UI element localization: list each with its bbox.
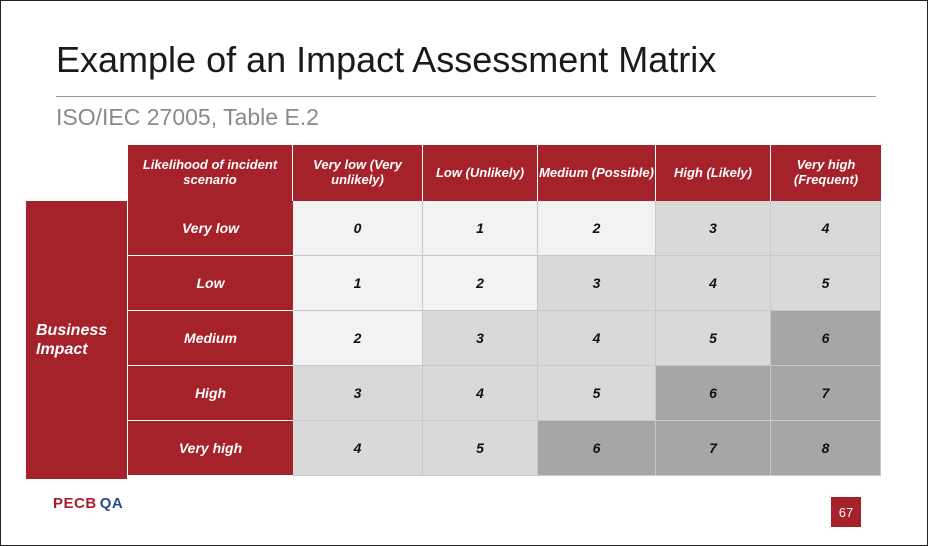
logo-text: PECB — [53, 495, 97, 512]
business-impact-label: Business Impact — [26, 201, 128, 479]
matrix-cell: 0 — [293, 201, 423, 256]
corner-header: Likelihood of incident scenario — [128, 145, 293, 201]
col-header: Very high (Frequent) — [771, 145, 881, 201]
matrix-cell: 5 — [538, 366, 656, 421]
col-header: High (Likely) — [656, 145, 771, 201]
matrix-cell: 8 — [771, 421, 881, 476]
matrix-cell: 1 — [293, 256, 423, 311]
matrix-cell: 3 — [656, 201, 771, 256]
matrix-cell: 5 — [656, 311, 771, 366]
pecb-logo: PECB QA — [53, 495, 123, 512]
matrix-cell: 4 — [771, 201, 881, 256]
matrix-cell: 4 — [423, 366, 538, 421]
matrix-cell: 2 — [538, 201, 656, 256]
matrix-cell: 4 — [656, 256, 771, 311]
matrix-cell: 2 — [293, 311, 423, 366]
matrix-cell: 3 — [423, 311, 538, 366]
slide-subtitle: ISO/IEC 27005, Table E.2 — [56, 104, 319, 130]
row-label: Low — [128, 256, 293, 311]
matrix-cell: 3 — [293, 366, 423, 421]
row-label: High — [128, 366, 293, 421]
matrix-cell: 5 — [771, 256, 881, 311]
row-label: Medium — [128, 311, 293, 366]
matrix-cell: 4 — [538, 311, 656, 366]
logo-badge: QA — [99, 495, 124, 512]
matrix-cell: 6 — [656, 366, 771, 421]
matrix-cell: 3 — [538, 256, 656, 311]
matrix-cell: 7 — [656, 421, 771, 476]
matrix-cell: 6 — [538, 421, 656, 476]
matrix-cell: 4 — [293, 421, 423, 476]
matrix-cell: 2 — [423, 256, 538, 311]
title-divider — [56, 96, 876, 97]
row-label: Very high — [128, 421, 293, 476]
matrix-cell: 7 — [771, 366, 881, 421]
matrix-cell: 1 — [423, 201, 538, 256]
matrix-cell: 6 — [771, 311, 881, 366]
page-number: 67 — [831, 497, 861, 527]
col-header: Low (Unlikely) — [423, 145, 538, 201]
slide-title: Example of an Impact Assessment Matrix — [56, 39, 717, 80]
row-label: Very low — [128, 201, 293, 256]
col-header: Medium (Possible) — [538, 145, 656, 201]
matrix-cell: 5 — [423, 421, 538, 476]
col-header: Very low (Very unlikely) — [293, 145, 423, 201]
